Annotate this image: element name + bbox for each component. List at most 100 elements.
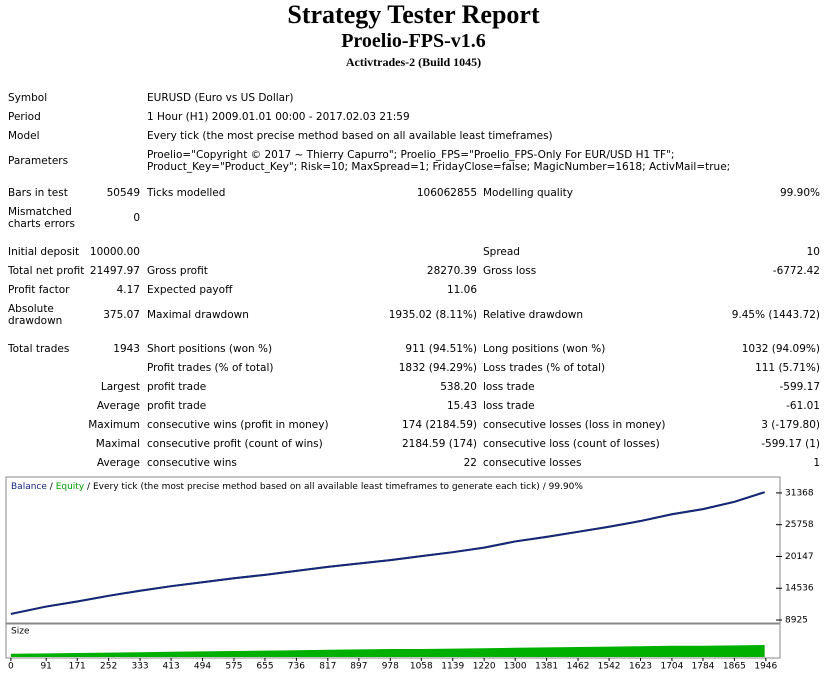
table-cell: 2184.59 (174) — [402, 438, 477, 450]
size-label: Size — [11, 627, 30, 637]
table-cell: Spread — [483, 246, 520, 258]
table-cell: 375.07 — [103, 309, 140, 321]
table-cell: profit trade — [147, 400, 207, 412]
table-cell: -599.17 — [779, 381, 820, 393]
table-cell: EURUSD (Euro vs US Dollar) — [147, 92, 294, 104]
x-tick-label: 1058 — [410, 662, 433, 672]
x-tick-label: 494 — [194, 662, 211, 672]
table-cell: consecutive wins (profit in money) — [147, 419, 329, 431]
table-cell: -599.17 (1) — [761, 438, 820, 450]
x-tick-label: 978 — [382, 662, 399, 672]
x-tick-label: 1542 — [598, 662, 621, 672]
y-tick-label: 8925 — [785, 616, 808, 626]
table-cell: 1935.02 (8.11%) — [388, 309, 477, 321]
x-tick-label: 252 — [100, 662, 117, 672]
table-cell: 3 (-179.80) — [761, 419, 820, 431]
table-cell: Profit factor — [8, 284, 70, 296]
table-cell: Bars in test — [8, 187, 68, 199]
table-cell: Total net profit — [8, 265, 85, 277]
table-cell: 911 (94.51%) — [405, 343, 477, 355]
legend-model: Every tick (the most precise method base… — [93, 482, 540, 492]
x-tick-label: 1623 — [629, 662, 652, 672]
table-cell: Model — [8, 130, 40, 142]
table-cell: Symbol — [8, 92, 48, 104]
table-cell: 111 (5.71%) — [755, 362, 820, 374]
y-tick-label: 14536 — [785, 584, 814, 594]
table-cell: 1832 (94.29%) — [398, 362, 477, 374]
table-cell: 174 (2184.59) — [402, 419, 477, 431]
table-cell: 1943 — [113, 343, 140, 355]
y-tick-label: 25758 — [785, 520, 814, 530]
x-tick-label: 575 — [225, 662, 242, 672]
series-line — [10, 491, 765, 615]
x-tick-label: 1139 — [441, 662, 464, 672]
table-cell: 22 — [463, 457, 477, 469]
report-title: Strategy Tester Report — [287, 0, 540, 29]
table-cell: Ticks modelled — [147, 187, 226, 199]
table-cell: 106062855 — [416, 187, 477, 199]
table-cell: Long positions (won %) — [483, 343, 606, 355]
table-cell: Absolute drawdown — [8, 303, 63, 327]
table-cell: consecutive profit (count of wins) — [147, 438, 323, 450]
table-cell: Profit trades (% of total) — [147, 362, 274, 374]
report-server: Activtrades-2 (Build 1045) — [345, 55, 482, 69]
x-tick-label: 1220 — [473, 662, 496, 672]
legend-equity: Equity — [56, 482, 85, 492]
table-cell: 99.90% — [779, 187, 820, 199]
x-tick-label: 817 — [319, 662, 336, 672]
table-cell: 1032 (94.09%) — [741, 343, 820, 355]
table-cell: Total trades — [8, 343, 70, 355]
table-cell: 538.20 — [440, 381, 477, 393]
legend-separator: / — [50, 482, 54, 492]
table-cell: 1 Hour (H1) 2009.01.01 00:00 - 2017.02.0… — [147, 111, 410, 123]
table-cell: Mismatched charts errors — [8, 206, 75, 230]
size-area — [10, 645, 765, 657]
table-cell: Proelio="Copyright © 2017 ~ Thierry Capu… — [147, 149, 731, 173]
table-cell: 28270.39 — [426, 265, 477, 277]
report-subtitle: Proelio-FPS-v1.6 — [341, 30, 486, 52]
table-cell: Relative drawdown — [483, 309, 584, 321]
x-tick-label: 1462 — [567, 662, 590, 672]
x-tick-label: 897 — [350, 662, 367, 672]
table-cell: 4.17 — [116, 284, 140, 296]
table-cell: Maximal — [95, 438, 140, 450]
table-cell: Average — [96, 400, 140, 412]
y-tick-label: 20147 — [785, 552, 814, 562]
table-cell: consecutive loss (count of losses) — [483, 438, 660, 450]
legend: Balance / Equity / Every tick (the most … — [11, 482, 583, 492]
x-tick-label: 1381 — [535, 662, 558, 672]
table-cell: Gross loss — [483, 265, 537, 277]
x-tick-label: 91 — [40, 662, 51, 672]
table-cell: 10 — [806, 246, 820, 258]
table-cell: Loss trades (% of total) — [483, 362, 606, 374]
table-cell: Initial deposit — [8, 246, 80, 258]
x-tick-label: 1704 — [660, 662, 683, 672]
table-cell: Gross profit — [147, 265, 208, 277]
table-cell: Expected payoff — [147, 284, 233, 296]
x-tick-label: 413 — [163, 662, 180, 672]
table-cell: Period — [8, 111, 41, 123]
legend-separator: / — [87, 482, 91, 492]
legend-balance: Balance — [11, 482, 47, 492]
x-tick-label: 1946 — [754, 662, 777, 672]
table-cell: Largest — [100, 381, 140, 393]
x-tick-label: 171 — [69, 662, 86, 672]
x-tick-label: 333 — [131, 662, 148, 672]
table-cell: profit trade — [147, 381, 207, 393]
x-tick-label: 1784 — [692, 662, 715, 672]
table-cell: 11.06 — [446, 284, 477, 296]
table-cell: -61.01 — [786, 400, 820, 412]
table-cell: 9.45% (1443.72) — [731, 309, 820, 321]
table-cell: loss trade — [483, 381, 535, 393]
table-cell: loss trade — [483, 400, 535, 412]
table-cell: 0 — [133, 212, 140, 224]
y-tick-label: 31368 — [785, 488, 814, 498]
legend-quality: 99.90% — [549, 482, 584, 492]
table-cell: -6772.42 — [772, 265, 820, 277]
table-cell: 1 — [813, 457, 820, 469]
table-cell: consecutive wins — [147, 457, 237, 469]
chart-frame — [5, 476, 781, 624]
table-cell: 50549 — [106, 187, 140, 199]
